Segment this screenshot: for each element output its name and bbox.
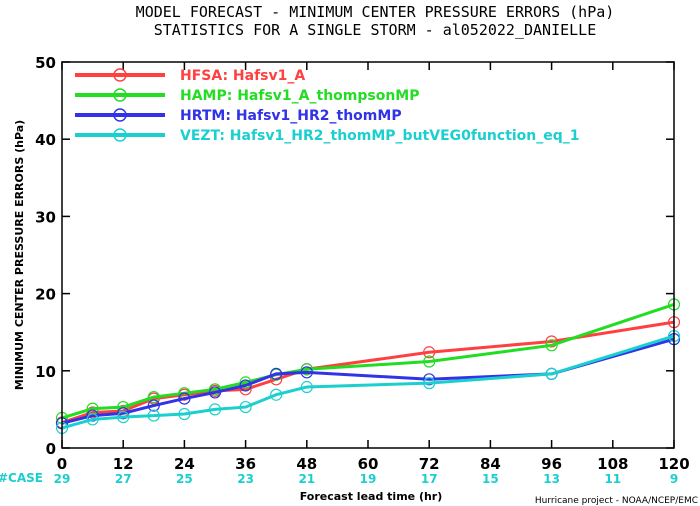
data-point <box>239 379 252 392</box>
data-point <box>545 339 558 352</box>
axis-ticks: 0102030405002912272425362348216019721784… <box>35 54 690 486</box>
case-count-label: 15 <box>482 472 499 486</box>
legend-label: HRTM: Hafsv1_HR2_thomMP <box>180 108 402 124</box>
x-tick-label: 48 <box>296 455 317 473</box>
y-tick-label: 50 <box>35 54 56 72</box>
x-tick-label: 108 <box>597 455 628 473</box>
data-point <box>545 335 558 348</box>
y-tick-label: 0 <box>46 440 56 458</box>
data-point <box>300 380 313 394</box>
legend-label: HAMP: Hafsv1_A_thompsonMP <box>180 88 420 104</box>
case-count-label: 11 <box>604 472 621 486</box>
legend-label: VEZT: Hafsv1_HR2_thomMP_butVEG0function_… <box>180 128 580 144</box>
case-count-label: 23 <box>237 472 254 486</box>
legend-label: HFSA: Hafsv1_A <box>180 68 305 84</box>
data-point <box>147 409 160 422</box>
series-lines <box>55 298 681 435</box>
data-point <box>545 367 558 380</box>
data-point <box>208 403 222 416</box>
data-point <box>86 409 99 422</box>
data-point <box>300 366 313 379</box>
data-point <box>423 377 436 390</box>
plot-frame <box>61 61 675 449</box>
case-count-label: 25 <box>176 472 193 486</box>
y-axis-label: MINIMUM CENTER PRESSURE ERRORS (hPa) <box>13 120 26 390</box>
data-point <box>86 413 99 426</box>
data-point <box>423 373 436 386</box>
chart-title-line-1: MODEL FORECAST - MINIMUM CENTER PRESSURE… <box>136 3 615 21</box>
data-point <box>208 383 222 396</box>
case-count-label: 9 <box>670 472 678 486</box>
data-point <box>423 346 436 359</box>
data-point <box>423 355 436 368</box>
legend-entry: HFSA: Hafsv1_A <box>75 68 305 84</box>
legend-swatch-marker <box>113 88 127 102</box>
chart-title-line-2: STATISTICS FOR A SINGLE STORM - al052022… <box>154 21 597 39</box>
series-line <box>61 334 675 430</box>
legend-swatch-marker <box>113 108 127 122</box>
y-tick-label: 20 <box>35 286 56 304</box>
y-tick-label: 30 <box>35 208 56 226</box>
x-tick-label: 72 <box>419 455 440 473</box>
data-point <box>239 400 252 414</box>
legend-swatch-marker <box>113 68 127 82</box>
x-axis-label: Forecast lead time (hr) <box>300 490 443 503</box>
data-point <box>147 390 160 404</box>
legend-entry: HAMP: Hafsv1_A_thompsonMP <box>75 88 420 104</box>
x-tick-label: 120 <box>658 455 689 473</box>
data-point <box>270 388 283 401</box>
case-count-label: 29 <box>54 472 71 486</box>
data-point <box>117 411 130 424</box>
data-point <box>270 367 283 380</box>
case-count-label: 27 <box>115 472 132 486</box>
data-point <box>208 386 222 399</box>
y-tick-label: 40 <box>35 131 56 149</box>
x-tick-label: 60 <box>358 455 379 473</box>
x-tick-label: 36 <box>235 455 256 473</box>
series-line <box>61 320 675 424</box>
case-count-label: 13 <box>543 472 560 486</box>
series-hrtm <box>55 333 681 430</box>
credit-text: Hurricane project - NOAA/NCEP/EMC <box>535 496 698 506</box>
case-label: #CASE <box>0 471 43 485</box>
x-tick-label: 12 <box>113 455 134 473</box>
case-count-label: 17 <box>421 472 438 486</box>
data-point <box>178 407 191 421</box>
legend-entry: HRTM: Hafsv1_HR2_thomMP <box>75 108 402 124</box>
case-count-label: 21 <box>298 472 315 486</box>
x-tick-label: 24 <box>174 455 195 473</box>
legend-swatch-marker <box>113 128 127 142</box>
x-tick-label: 0 <box>57 455 67 473</box>
data-point <box>300 363 313 376</box>
data-point <box>117 407 130 420</box>
x-tick-label: 84 <box>480 455 501 473</box>
legend: HFSA: Hafsv1_A HAMP: Hafsv1_A_thompsonMP H… <box>75 68 580 144</box>
data-point <box>147 399 160 412</box>
case-count-label: 19 <box>360 472 377 486</box>
y-tick-label: 10 <box>35 363 56 381</box>
legend-entry: VEZT: Hafsv1_HR2_thomMP_butVEG0function_… <box>75 128 580 144</box>
series-vezt <box>55 329 681 435</box>
data-point <box>178 392 191 405</box>
x-tick-label: 96 <box>541 455 562 473</box>
